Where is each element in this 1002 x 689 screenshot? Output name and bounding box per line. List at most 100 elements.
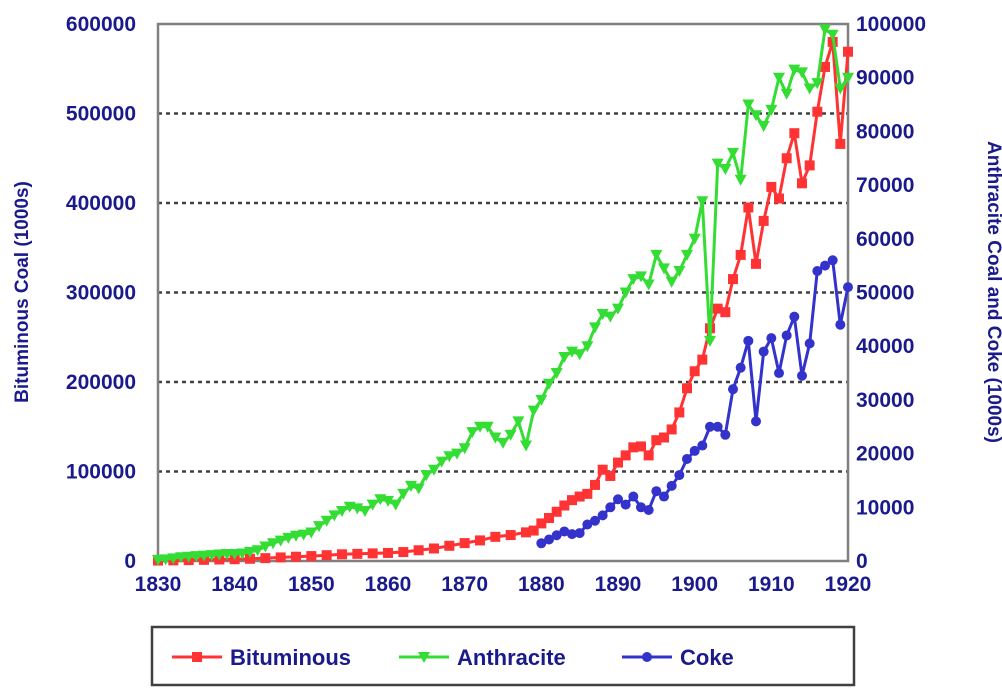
data-point-bituminous bbox=[260, 553, 271, 564]
data-point-bituminous bbox=[651, 435, 662, 446]
data-point-anthracite bbox=[244, 546, 256, 558]
y-left-axis-ticks: 0 100000 200000 300000 400000 500000 600000 bbox=[66, 13, 136, 573]
data-point-bituminous bbox=[429, 543, 439, 554]
data-point-anthracite bbox=[228, 549, 241, 561]
data-point-coke bbox=[536, 538, 547, 549]
data-point-anthracite bbox=[497, 437, 509, 449]
data-point-coke bbox=[843, 282, 853, 293]
x-axis-ticks: 1830 1840 1850 1860 1870 1880 1890 1900 1910 1920 bbox=[135, 573, 872, 596]
x-tick-label: 1830 bbox=[135, 573, 182, 596]
data-point-anthracite bbox=[382, 495, 394, 507]
data-point-anthracite bbox=[305, 527, 318, 539]
data-point-anthracite bbox=[451, 448, 463, 460]
data-point-anthracite bbox=[773, 72, 785, 84]
data-point-bituminous bbox=[291, 551, 301, 562]
data-point-anthracite bbox=[750, 110, 762, 122]
data-point-coke bbox=[781, 330, 792, 341]
data-point-anthracite bbox=[811, 78, 824, 90]
data-point-coke bbox=[651, 486, 662, 497]
data-point-anthracite bbox=[420, 470, 433, 482]
data-point-anthracite bbox=[443, 451, 456, 463]
data-point-anthracite bbox=[742, 99, 755, 111]
data-point-anthracite bbox=[198, 550, 210, 562]
data-point-anthracite bbox=[673, 266, 686, 278]
y-right-tick-label: 40000 bbox=[856, 335, 914, 358]
data-point-anthracite bbox=[765, 104, 778, 116]
data-point-anthracite bbox=[182, 551, 195, 563]
data-point-anthracite bbox=[320, 515, 333, 527]
y-right-tick-label: 60000 bbox=[856, 228, 914, 251]
data-point-bituminous bbox=[559, 500, 570, 511]
data-point-bituminous bbox=[751, 258, 761, 269]
data-point-coke bbox=[705, 421, 715, 432]
y-right-tick-label: 0 bbox=[856, 550, 868, 573]
data-point-anthracite bbox=[328, 510, 341, 522]
data-point-bituminous bbox=[620, 450, 631, 461]
data-point-bituminous bbox=[459, 538, 470, 549]
data-point-anthracite bbox=[512, 416, 525, 428]
data-point-anthracite bbox=[796, 67, 808, 79]
series-line-coke bbox=[540, 258, 850, 545]
data-point-anthracite bbox=[466, 427, 479, 439]
data-point-coke bbox=[659, 491, 669, 502]
y-left-tick-label: 200000 bbox=[66, 371, 136, 394]
data-point-bituminous bbox=[413, 545, 424, 556]
data-point-bituminous bbox=[590, 479, 600, 490]
data-point-anthracite bbox=[780, 88, 793, 100]
data-point-coke bbox=[590, 515, 600, 526]
data-point-bituminous bbox=[789, 128, 800, 139]
series-layer bbox=[152, 24, 854, 566]
data-point-anthracite bbox=[757, 121, 770, 133]
legend-item-anthracite: Anthracite bbox=[399, 645, 566, 670]
data-point-bituminous bbox=[567, 495, 577, 506]
data-point-anthracite bbox=[504, 429, 517, 441]
data-point-bituminous bbox=[383, 547, 393, 558]
data-point-anthracite bbox=[558, 351, 571, 363]
y-right-tick-label: 70000 bbox=[856, 174, 914, 197]
data-point-bituminous bbox=[521, 527, 531, 538]
data-point-anthracite bbox=[313, 521, 325, 533]
data-point-coke bbox=[812, 266, 823, 277]
data-point-coke bbox=[712, 421, 723, 432]
data-point-bituminous bbox=[820, 61, 830, 72]
data-point-coke bbox=[567, 529, 577, 540]
data-point-anthracite bbox=[481, 421, 494, 433]
y-right-tick-label: 50000 bbox=[856, 282, 914, 305]
data-point-anthracite bbox=[688, 233, 701, 245]
data-point-coke bbox=[636, 502, 646, 513]
legend-frame bbox=[150, 625, 856, 687]
data-point-bituminous bbox=[475, 535, 485, 546]
data-point-anthracite bbox=[573, 349, 586, 361]
x-tick-label: 1850 bbox=[288, 573, 335, 596]
x-tick-label: 1880 bbox=[518, 573, 565, 596]
data-point-coke bbox=[582, 519, 593, 530]
data-point-anthracite bbox=[819, 24, 831, 36]
x-tick-label: 1870 bbox=[441, 573, 488, 596]
data-point-coke bbox=[774, 368, 784, 379]
data-point-coke bbox=[820, 260, 830, 271]
data-point-bituminous bbox=[843, 46, 853, 57]
data-point-anthracite bbox=[336, 506, 348, 518]
data-point-anthracite bbox=[711, 158, 724, 170]
y-right-tick-label: 80000 bbox=[856, 120, 914, 143]
data-point-bituminous bbox=[697, 354, 708, 365]
data-point-bituminous bbox=[367, 548, 378, 559]
data-point-coke bbox=[804, 338, 815, 349]
data-point-coke bbox=[643, 504, 654, 515]
data-point-coke bbox=[689, 445, 700, 456]
data-point-bituminous bbox=[613, 457, 623, 468]
data-point-bituminous bbox=[321, 550, 332, 561]
data-point-coke bbox=[613, 494, 623, 505]
data-point-bituminous bbox=[812, 106, 823, 117]
data-point-anthracite bbox=[627, 274, 640, 286]
data-point-bituminous bbox=[306, 551, 317, 562]
y-right-tick-label: 30000 bbox=[856, 389, 914, 412]
data-point-anthracite bbox=[290, 530, 302, 542]
data-point-anthracite bbox=[550, 368, 563, 380]
data-point-bituminous bbox=[666, 424, 677, 435]
data-point-anthracite bbox=[152, 554, 164, 566]
data-point-coke bbox=[751, 416, 761, 427]
data-point-anthracite bbox=[803, 83, 816, 95]
data-point-bituminous bbox=[743, 202, 754, 213]
data-point-anthracite bbox=[221, 549, 233, 561]
